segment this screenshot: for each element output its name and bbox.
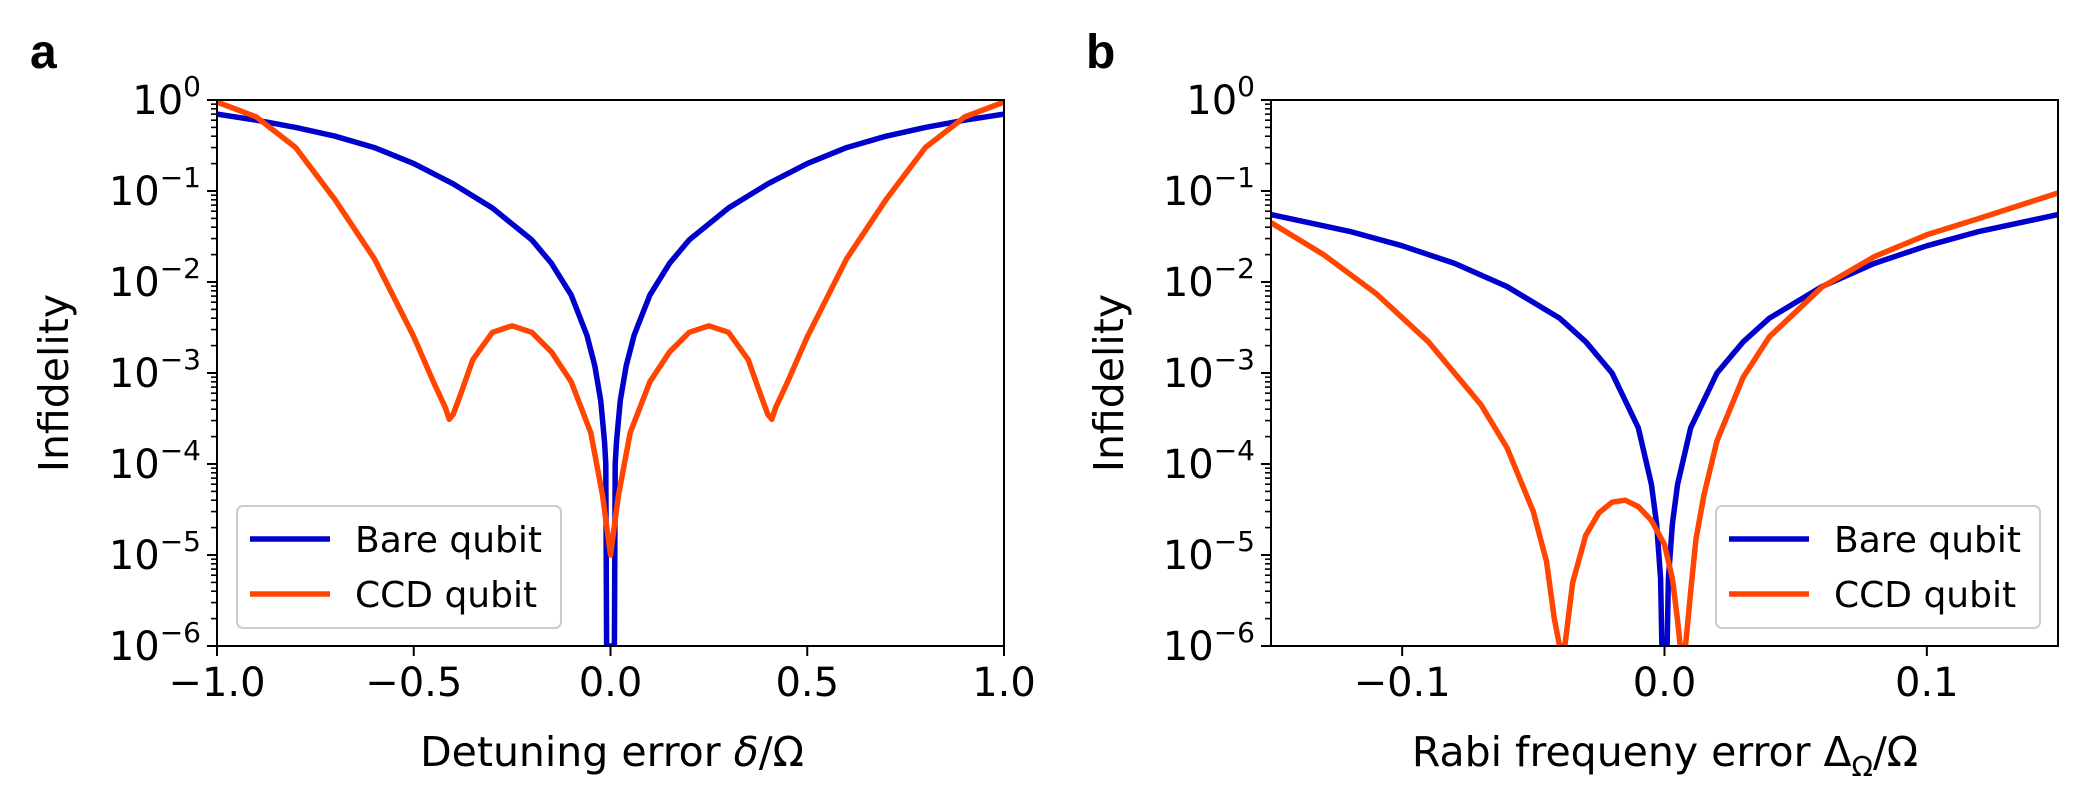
- panel-b-plot-area: 100 10−1 10−2 10−3 10−4 10−5 10−6 −0.1 0.0 0.1: [1163, 70, 2059, 706]
- panel-b-xtick-label: 0.1: [1895, 660, 1959, 706]
- panel-b-ytick-label: 10−1: [1163, 161, 1255, 215]
- panel-b-ytick-label: 10−6: [1163, 616, 1255, 670]
- panel-b-ytick-label: 100: [1186, 70, 1255, 124]
- panel-b-xtick-label: −0.1: [1354, 660, 1451, 706]
- panel-a-legend-ccd-label: CCD qubit: [355, 575, 537, 616]
- panel-a-ytick-label: 10−6: [109, 616, 201, 670]
- panel-a-xtick-label: 0.0: [579, 660, 643, 706]
- panel-b-ytick-label: 10−2: [1163, 252, 1255, 306]
- panel-a-xlabel: Detuning error δ/Ω: [420, 728, 804, 776]
- panel-b-ytick-label: 10−5: [1163, 525, 1255, 579]
- panel-b-letter: b: [1086, 26, 1115, 79]
- panel-a-ytick-label: 10−1: [109, 161, 201, 215]
- panel-a-series-ccd-qubit: [217, 100, 1004, 558]
- panel-a-legend-bare-label: Bare qubit: [355, 520, 542, 561]
- panel-a-ytick-label: 10−3: [109, 343, 201, 397]
- panel-a-letter: a: [30, 26, 57, 79]
- panel-b-legend: Bare qubit CCD qubit: [1715, 505, 2041, 629]
- panel-a-legend: Bare qubit CCD qubit: [236, 505, 562, 629]
- panel-a-xtick-label: −0.5: [365, 660, 462, 706]
- panel-b-legend-bare-label: Bare qubit: [1834, 520, 2021, 561]
- panel-a-ytick-label: 10−2: [109, 252, 201, 306]
- panel-b-xlabel: Rabi frequeny error ΔΩ/Ω: [1412, 728, 1918, 783]
- panel-a-plot-area: 100 10−1 10−2 10−3 10−4 10−5 10−6−1.0 −0.5 0.0 0.…: [109, 70, 1036, 706]
- panel-a-ylabel: Infidelity: [30, 294, 78, 472]
- panel-a-ytick-label: 100: [132, 70, 201, 124]
- panel-a-xtick-label: 1.0: [972, 660, 1036, 706]
- panel-a: a Infidelity 100 10−1 10−2 10−3 10−4 10−5 10−6…: [30, 26, 1036, 776]
- panel-a-ytick-label: 10−4: [109, 434, 201, 488]
- panel-b-ylabel: Infidelity: [1085, 294, 1133, 472]
- panel-a-ytick-label: 10−5: [109, 525, 201, 579]
- panel-a-axes-frame: [216, 99, 1005, 647]
- panel-b-xtick-label: 0.0: [1633, 660, 1697, 706]
- panel-a-series-bare-qubit: [217, 111, 1004, 646]
- panel-a-xtick-label: 0.5: [775, 660, 839, 706]
- panel-b-ytick-label: 10−4: [1163, 434, 1255, 488]
- panel-a-xtick-label: −1.0: [168, 660, 265, 706]
- panel-b-series-ccd-qubit: [1271, 190, 2058, 646]
- panel-b-ytick-label: 10−3: [1163, 343, 1255, 397]
- panel-b: b Infidelity 100 10−1 10−2 10−3 10−4 10−5 10−6…: [1085, 26, 2059, 783]
- panel-b-axes-frame: [1270, 99, 2059, 647]
- panel-b-legend-ccd-label: CCD qubit: [1834, 575, 2016, 616]
